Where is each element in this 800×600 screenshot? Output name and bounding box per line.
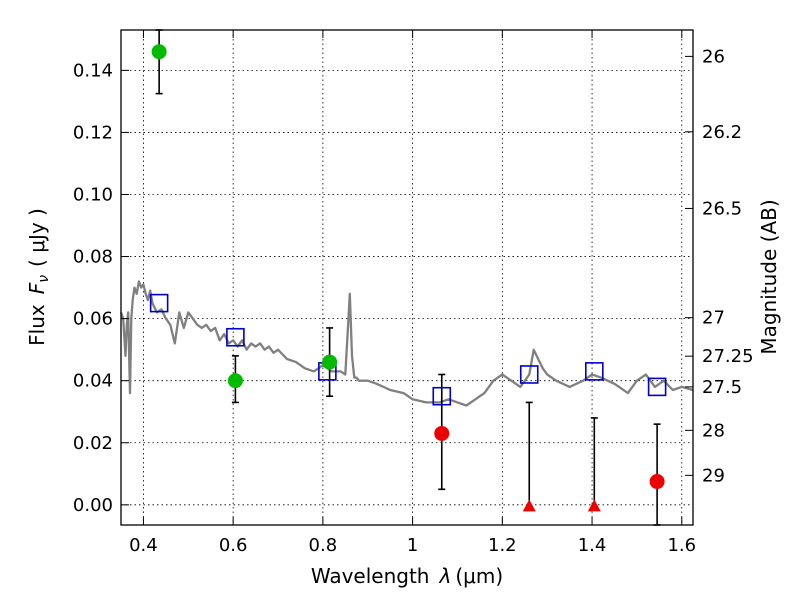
y2-axis-label: Magnitude (AB): [757, 199, 781, 354]
x-tick-label: 1.6: [667, 535, 696, 556]
grid-lines: [121, 30, 693, 525]
low-sn-point: [434, 425, 450, 441]
tick-layer: 0.4 0.6 0.8 1 1.2 1.4 1.6 0.00 0.02 0.04 0.06 0.08 0…: [73, 30, 754, 556]
y-tick-label: 0.04: [73, 371, 113, 392]
y-axis-label-symbol: F: [25, 282, 49, 294]
x-tick-label: 0.8: [309, 535, 338, 556]
model-photometry-square: [149, 293, 169, 313]
model-photometry-square: [226, 327, 245, 347]
plot-frame: [120, 29, 694, 526]
low-sn-point: [649, 474, 665, 490]
x-axis-label-unit: (μm): [455, 564, 503, 588]
x-tick-label: 0.6: [219, 535, 248, 556]
y2-tick-label: 27.5: [702, 377, 742, 398]
x-tick-label: 1.4: [578, 535, 607, 556]
observed-detection-point: [227, 373, 243, 389]
marker-layer: [149, 44, 667, 512]
model-photometry-square: [647, 377, 667, 397]
x-tick-label: 1: [407, 535, 418, 556]
y-tick-label: 0.06: [73, 309, 113, 330]
x-axis-label-symbol: λ: [439, 564, 452, 588]
y2-tick-label: 29: [702, 465, 725, 486]
upper-limit-triangle: [587, 499, 601, 512]
y-tick-label: 0.00: [73, 495, 113, 516]
y2-tick-label: 28: [702, 420, 725, 441]
y-tick-label: 0.08: [73, 247, 113, 268]
errorbar-layer: [155, 29, 661, 526]
x-tick-label: 0.4: [129, 535, 158, 556]
observed-detection-point: [151, 44, 167, 60]
y-axis-label-subscript: ν: [36, 275, 52, 283]
y-tick-label: 0.02: [73, 433, 113, 454]
model-photometry-square: [432, 386, 452, 406]
observed-detection-point: [322, 354, 338, 370]
model-sed-line: [119, 280, 694, 407]
upper-limit-triangle: [522, 499, 536, 512]
x-axis-label-text: Wavelength: [311, 564, 430, 588]
y-axis-label-unit: ( μJy ): [25, 208, 49, 267]
model-photometry-square: [585, 362, 604, 381]
model-sed-layer: [119, 280, 694, 407]
y2-tick-label: 26.2: [702, 122, 742, 143]
y2-tick-label: 26.5: [702, 198, 742, 219]
x-tick-label: 1.2: [488, 535, 517, 556]
y-tick-label: 0.14: [73, 60, 113, 81]
y2-tick-label: 27.25: [702, 346, 754, 367]
y-axis-label-text: Flux: [25, 304, 49, 346]
y-tick-label: 0.12: [73, 122, 113, 143]
y-axis-label: Flux Fν ( μJy ): [25, 208, 52, 346]
model-photometry-square: [519, 365, 539, 384]
y-tick-label: 0.10: [73, 184, 113, 205]
y2-tick-label: 27: [702, 308, 725, 329]
y2-tick-label: 26: [702, 46, 725, 67]
x-axis-label: Wavelength λ (μm): [311, 564, 503, 588]
